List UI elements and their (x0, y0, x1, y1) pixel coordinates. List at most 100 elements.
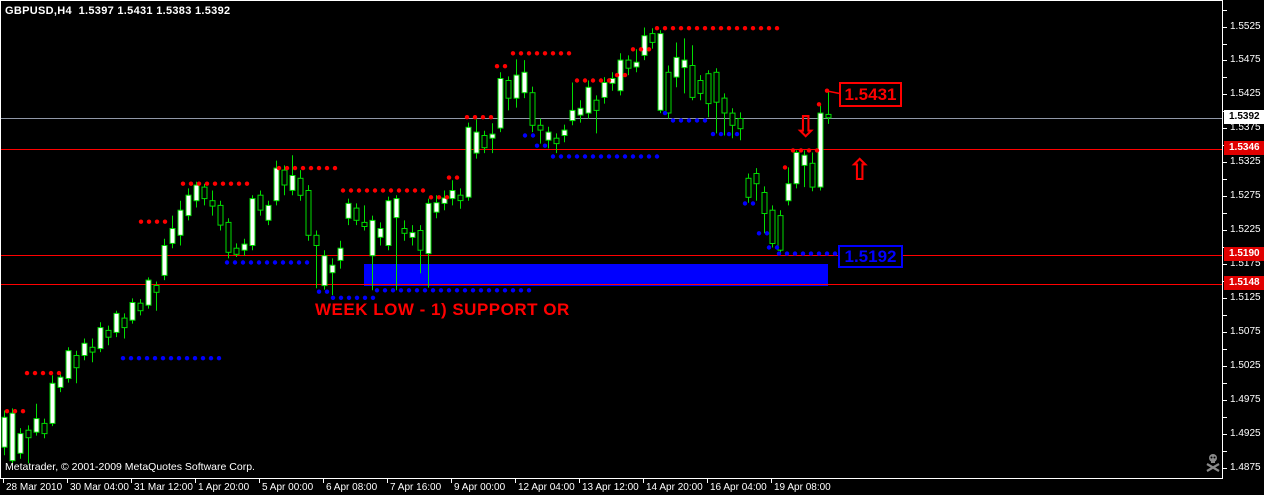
buy-signal-dot (776, 251, 782, 256)
time-axis-label: 1 Apr 20:00 (198, 482, 250, 493)
week-low-annotation-text[interactable]: WEEK LOW - 1) SUPPORT OR (315, 300, 570, 319)
buy-signal-dot (510, 288, 516, 293)
buy-signal-dot (598, 154, 604, 159)
sell-signal-dot (558, 51, 564, 56)
buy-signal-dot (784, 251, 790, 256)
candle (321, 250, 328, 290)
time-axis-tick (323, 479, 324, 483)
candle (361, 205, 368, 231)
time-axis-label: 31 Mar 12:00 (134, 482, 193, 493)
time-axis-label: 14 Apr 20:00 (646, 482, 703, 493)
week-low-zone-rect[interactable] (364, 264, 828, 286)
sell-signal-dot (750, 26, 756, 31)
sell-signal-dot (56, 370, 62, 376)
buy-signal-dot (518, 288, 524, 293)
candle (257, 190, 264, 216)
candle (729, 108, 736, 139)
candle (561, 124, 568, 143)
price-axis-tick (1223, 451, 1227, 452)
candle (809, 152, 816, 192)
sell-signal-dot (420, 188, 426, 193)
chart-plot-area[interactable]: GBPUSD,H4 1.5397 1.5431 1.5383 1.5392 Me… (0, 0, 1223, 479)
sell-signal-dot (292, 165, 298, 171)
price-axis-tick (1223, 44, 1227, 45)
candle (289, 155, 296, 196)
price-alert-box: 1.5346 (1224, 141, 1264, 155)
time-axis-tick (387, 479, 388, 483)
buy-signal-dot (256, 260, 262, 265)
time-axis-tick (707, 479, 708, 483)
candle (593, 95, 600, 134)
buy-signal-dot (192, 356, 198, 361)
buy-signal-dot (622, 154, 628, 159)
price-axis-label: 1.5175 (1230, 258, 1261, 269)
down-arrow-icon[interactable]: ⇩ (793, 110, 819, 145)
sell-signal-dot (806, 148, 812, 153)
buy-signal-dot (232, 260, 238, 265)
buy-signal-dot (406, 288, 412, 293)
low-price-label[interactable]: 1.5192 (838, 245, 903, 268)
candle (817, 105, 824, 191)
sell-signal-dot (412, 188, 418, 193)
symbol-ohlc-header: GBPUSD,H4 1.5397 1.5431 1.5383 1.5392 (5, 5, 231, 17)
buy-signal-dot (614, 154, 620, 159)
candle (9, 408, 16, 464)
price-axis-tick (1223, 230, 1227, 231)
buy-signal-dot (582, 154, 588, 159)
time-axis-tick (451, 479, 452, 483)
time-axis-tick (131, 479, 132, 483)
buy-signal-dot (478, 288, 484, 293)
candle (673, 42, 680, 88)
time-axis[interactable]: 28 Mar 2010 30 Mar 04:00 31 Mar 12:00 1 Apr… (0, 479, 1264, 495)
price-axis[interactable]: 1.5525 1.5475 1.5425 1.5375 1.5325 1.5275 1.52… (1223, 0, 1264, 479)
candle (49, 375, 56, 427)
buy-signal-dot (558, 154, 564, 159)
candle (489, 123, 496, 154)
candle (185, 188, 192, 221)
candle (81, 338, 88, 361)
time-axis-tick (643, 479, 644, 483)
sell-signal-dot (396, 188, 402, 193)
sell-signal-dot (582, 78, 588, 83)
sell-signal-dot (444, 195, 450, 200)
candlestick-plot[interactable] (1, 1, 1222, 478)
price-axis-label: 1.5525 (1230, 21, 1261, 32)
sell-signal-dot (798, 148, 804, 153)
candle (25, 425, 32, 464)
sell-signal-dot (606, 78, 612, 83)
sell-signal-dot (814, 148, 820, 153)
high-price-label[interactable]: 1.5431 (839, 82, 902, 107)
candle (585, 80, 592, 119)
candle (193, 181, 200, 208)
buy-signal-dot (534, 143, 540, 148)
buy-signal-dot (574, 154, 580, 159)
sell-signal-dot (742, 26, 748, 31)
candle (793, 150, 800, 189)
candle (497, 72, 504, 133)
candle (577, 100, 584, 123)
candle (697, 75, 704, 101)
sell-signal-dot (146, 219, 152, 224)
candle (657, 30, 664, 114)
buy-signal-dot (152, 356, 158, 361)
buy-signal-dot (824, 251, 830, 256)
price-alert-box: 1.5190 (1224, 247, 1264, 261)
sell-signal-dot (734, 26, 740, 31)
candle (121, 313, 128, 339)
candle (297, 170, 304, 201)
sell-signal-dot (446, 175, 452, 180)
up-arrow-icon[interactable]: ⇧ (847, 153, 873, 188)
time-axis-label: 12 Apr 04:00 (518, 482, 575, 493)
sell-signal-dot (12, 409, 18, 414)
buy-signal-dot (304, 260, 310, 265)
candle (633, 49, 640, 73)
candle (249, 195, 256, 251)
candle (465, 122, 472, 201)
time-axis-label: 30 Mar 04:00 (70, 482, 129, 493)
skull-cursor-icon (1206, 454, 1220, 472)
price-axis-label: 1.4975 (1230, 394, 1261, 405)
buy-signal-dot (670, 118, 676, 123)
candle (305, 185, 312, 241)
candle (337, 240, 344, 269)
sell-signal-dot (686, 26, 692, 31)
